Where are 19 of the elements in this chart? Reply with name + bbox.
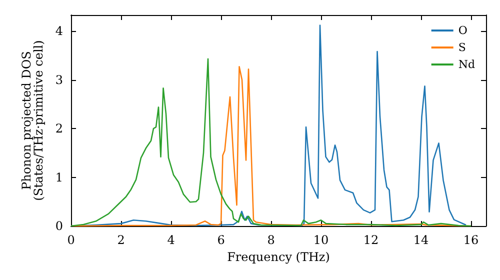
legend-label: O xyxy=(458,24,468,37)
x-tick-label: 4 xyxy=(167,233,176,247)
x-tick-label: 14 xyxy=(413,233,429,247)
x-tick-label: 2 xyxy=(117,233,125,247)
legend-label: Nd xyxy=(458,58,476,71)
y-tick-label: 1 xyxy=(55,170,63,184)
y-tick-label: 2 xyxy=(55,122,63,136)
x-tick-label: 6 xyxy=(217,233,225,247)
x-tick-label: 8 xyxy=(267,233,275,247)
y-tick-label: 4 xyxy=(55,24,64,38)
y-tick-label: 0 xyxy=(55,219,63,233)
y-tick-label: 3 xyxy=(55,72,63,87)
x-tick-label: 0 xyxy=(67,233,75,247)
y-axis-title: Phonon projected DOS (States/THz·primitive cell) xyxy=(19,40,46,201)
legend-label: S xyxy=(458,41,466,54)
x-axis-title: Frequency (THz) xyxy=(227,250,330,264)
x-tick-label: 12 xyxy=(363,233,379,247)
x-tick-label: 10 xyxy=(313,233,329,247)
x-tick-label: 16 xyxy=(463,233,479,247)
